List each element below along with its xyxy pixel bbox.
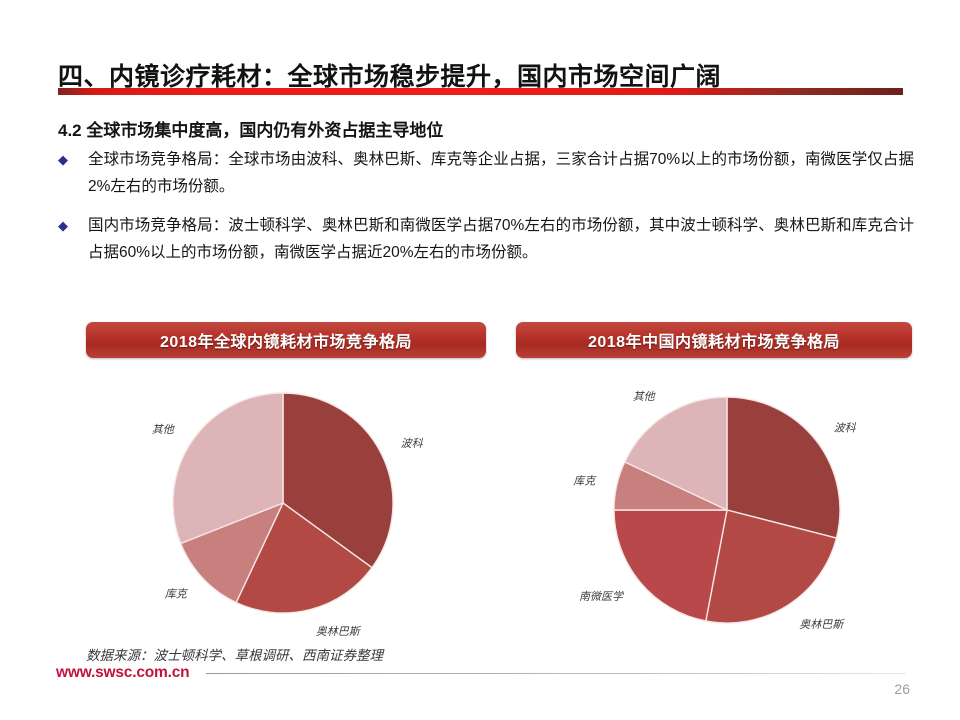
chart-global-market: 2018年全球内镜耗材市场竞争格局 波科奥林巴斯 库克 其他 (86, 322, 506, 662)
chart-title-text: 2018年全球内镜耗材市场竞争格局 (159, 334, 413, 351)
chart-china-market: 2018年中国内镜耗材市场竞争格局 波科奥林巴斯 南微医学 库克 其他 (512, 322, 932, 662)
bullet-text: 国内市场竞争格局：波士顿科学、奥林巴斯和南微医学占据70%左右的市场份额，其中波… (88, 217, 914, 261)
pie-slice-label: 库克 (165, 587, 189, 600)
pie-slices (613, 396, 841, 624)
pie-canvas-global: 波科奥林巴斯 库克 其他 (86, 372, 506, 662)
pie-slice (613, 509, 728, 622)
pie-slice-label: 奥林巴斯 (799, 618, 845, 631)
chart-title-banner-global: 2018年全球内镜耗材市场竞争格局 (86, 322, 486, 358)
page-number: 26 (894, 681, 910, 697)
chart-title-text: 2018年中国内镜耗材市场竞争格局 (587, 334, 841, 351)
source-note: 数据来源：波士顿科学、草根调研、西南证券整理 (86, 648, 383, 663)
pie-slice (623, 396, 728, 512)
page-title: 四、内镜诊疗耗材：全球市场稳步提升，国内市场空间广阔 (58, 62, 722, 91)
bullet-marker-icon: ◆ (58, 218, 68, 233)
bullet-item-global: ◆ 全球市场竞争格局：全球市场由波科、奥林巴斯、库克等企业占据，三家合计占据70… (58, 146, 914, 200)
pie-slice-label: 其他 (152, 423, 175, 436)
pie-slice (179, 501, 285, 604)
pie-slice-label: 库克 (573, 475, 597, 488)
pie-slice-label: 波科 (834, 421, 857, 434)
pie-canvas-china: 波科奥林巴斯 南微医学 库克 其他 (512, 372, 932, 662)
pie-slice (726, 396, 841, 539)
site-url[interactable]: www.swsc.com.cn (56, 664, 190, 681)
pie-slice-label: 其他 (633, 390, 656, 403)
chart-title-banner-china: 2018年中国内镜耗材市场竞争格局 (516, 322, 912, 358)
pie-slice-label: 南微医学 (579, 590, 625, 603)
pie-slice-label: 波科 (401, 437, 424, 450)
section-title: 4.2 全球市场集中度高，国内仍有外资占据主导地位 (58, 121, 444, 141)
footer-divider (206, 673, 906, 674)
bullet-marker-icon: ◆ (58, 152, 68, 167)
pie-slice (705, 509, 838, 624)
pie-slices (172, 392, 394, 614)
bullet-item-domestic: ◆ 国内市场竞争格局：波士顿科学、奥林巴斯和南微医学占据70%左右的市场份额，其… (58, 212, 914, 266)
pie-slice-label: 奥林巴斯 (316, 625, 362, 638)
pie-slice (282, 392, 394, 569)
bullet-text: 全球市场竞争格局：全球市场由波科、奥林巴斯、库克等企业占据，三家合计占据70%以… (88, 151, 914, 195)
pie-slice (172, 392, 284, 545)
title-divider (58, 88, 903, 95)
